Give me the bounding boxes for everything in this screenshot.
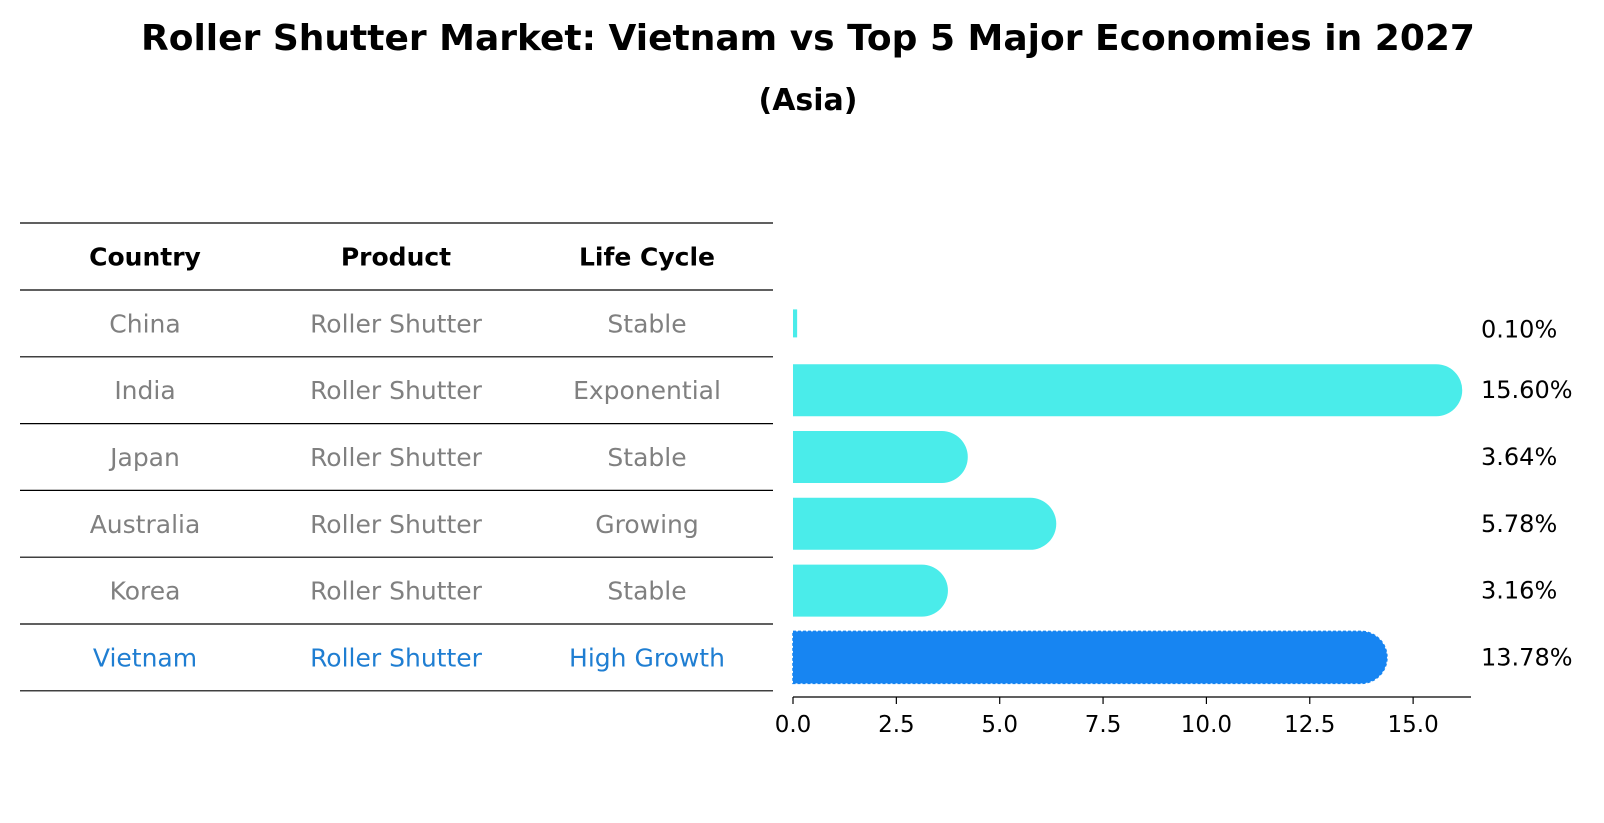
value-label: 3.64%: [1481, 443, 1557, 471]
table-cell-life-cycle: High Growth: [569, 643, 725, 672]
table-cell-country: Japan: [108, 443, 180, 472]
x-tick-label: 15.0: [1388, 712, 1439, 738]
table-cell-country: Korea: [110, 577, 181, 606]
bar-series: 0.10% 15.60% 3.64% 5.78% 3.16% 13.78%: [792, 309, 1573, 685]
value-label: 5.78%: [1481, 510, 1557, 538]
x-tick-label: 5.0: [981, 712, 1018, 738]
value-label: 3.16%: [1481, 577, 1557, 605]
bar-japan: [793, 431, 968, 483]
table-cell-life-cycle: Growing: [595, 510, 699, 539]
bar-india: [793, 364, 1463, 417]
value-label: 15.60%: [1481, 376, 1573, 404]
bar-korea: [793, 564, 948, 617]
chart-subtitle: (Asia): [758, 83, 857, 118]
x-tick-label: 12.5: [1284, 712, 1335, 738]
table-cell-country: Australia: [90, 510, 201, 539]
chart-title: Roller Shutter Market: Vietnam vs Top 5 …: [141, 18, 1475, 59]
x-tick-label: 0.0: [775, 712, 812, 738]
bar-australia: [793, 497, 1057, 550]
value-label: 0.10%: [1481, 315, 1557, 343]
table-cell-life-cycle: Stable: [607, 443, 686, 472]
table-cell-life-cycle: Stable: [607, 309, 686, 338]
table-cell-country: India: [114, 376, 175, 405]
data-table: Country Product Life Cycle China Roller Shut…: [20, 222, 773, 692]
table-cell-life-cycle: Exponential: [573, 376, 721, 405]
table-cell-country: Vietnam: [93, 643, 197, 672]
table-header-cell: Life Cycle: [579, 243, 715, 272]
x-tick-label: 7.5: [1085, 712, 1122, 738]
table-cell-product: Roller Shutter: [310, 577, 483, 606]
x-tick-label: 10.0: [1181, 712, 1232, 738]
x-axis: 0.0 2.5 5.0 7.5 10.0 12.5 15.0: [775, 696, 1471, 738]
table-cell-life-cycle: Stable: [607, 577, 686, 606]
bar-china: [793, 309, 798, 338]
table-header-cell: Country: [89, 243, 201, 272]
table-cell-country: China: [109, 309, 180, 338]
table-header-cell: Product: [341, 243, 451, 272]
value-label: 13.78%: [1481, 643, 1573, 671]
x-tick-label: 2.5: [878, 712, 915, 738]
table-cell-product: Roller Shutter: [310, 510, 483, 539]
table-cell-product: Roller Shutter: [310, 376, 483, 405]
table-cell-product: Roller Shutter: [310, 443, 483, 472]
table-cell-product: Roller Shutter: [310, 309, 483, 338]
table-cell-product: Roller Shutter: [310, 643, 483, 672]
bar-vietnam: [792, 630, 1388, 685]
